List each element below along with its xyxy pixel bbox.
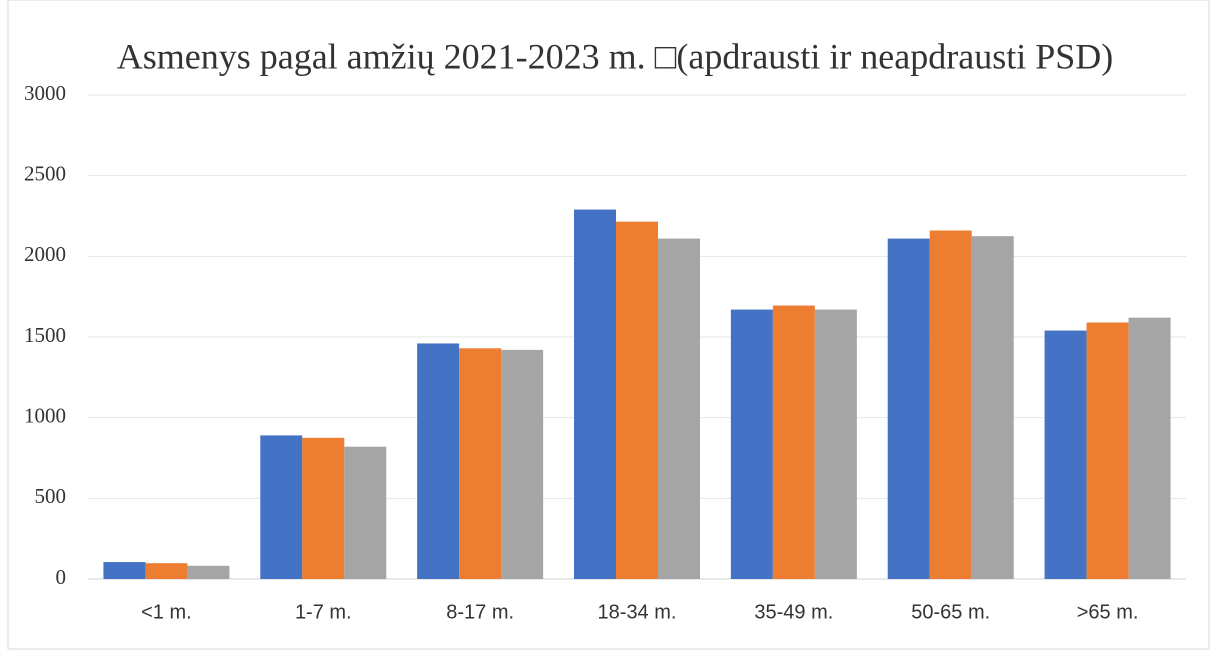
chart-title: Asmenys pagal amžių 2021-2023 m. □(apdra… (117, 36, 1114, 76)
x-tick-label: 50-65 m. (911, 601, 990, 623)
bar (501, 349, 544, 579)
bar (929, 230, 972, 579)
bar (187, 565, 230, 579)
bar (1086, 322, 1129, 579)
bar (344, 446, 387, 579)
bar (658, 238, 700, 579)
x-tick-label: 8-17 m. (446, 601, 514, 623)
y-tick-label: 1500 (24, 323, 66, 347)
bar (730, 309, 773, 579)
bar (1128, 317, 1171, 579)
bar (887, 238, 930, 579)
y-tick-label: 0 (56, 565, 67, 589)
bar (260, 435, 303, 579)
bar (417, 343, 460, 579)
bar (459, 348, 502, 579)
x-tick-label: >65 m. (1077, 601, 1139, 623)
x-tick-label: 35-49 m. (754, 601, 833, 623)
y-tick-label: 3000 (24, 81, 66, 105)
bar (1044, 330, 1087, 579)
y-tick-label: 2500 (24, 161, 66, 185)
bar (103, 562, 146, 579)
x-tick-label: 1-7 m. (295, 601, 352, 623)
bar (772, 305, 815, 579)
bar (616, 221, 658, 579)
bar (814, 309, 857, 579)
y-tick-label: 500 (35, 484, 67, 508)
bar (302, 437, 345, 579)
bar (574, 209, 616, 579)
x-tick-label: <1 m. (141, 601, 192, 623)
bar (145, 563, 188, 579)
bar (971, 236, 1014, 579)
y-tick-label: 2000 (24, 242, 66, 266)
y-tick-label: 1000 (24, 403, 66, 427)
x-tick-label: 18-34 m. (598, 601, 677, 623)
